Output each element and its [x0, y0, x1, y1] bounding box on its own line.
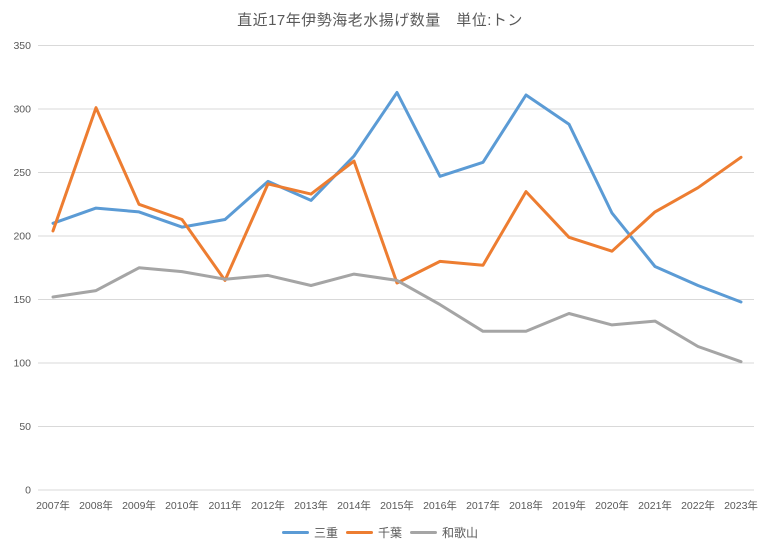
x-tick-label: 2015年 — [380, 499, 414, 512]
x-tick-label: 2021年 — [638, 499, 672, 512]
x-tick-label: 2018年 — [509, 499, 543, 512]
x-tick-label: 2010年 — [165, 499, 199, 512]
y-tick-label: 50 — [19, 421, 31, 433]
y-tick-label: 100 — [13, 358, 31, 370]
legend-label: 三重 — [313, 526, 338, 540]
x-tick-label: 2019年 — [552, 499, 586, 512]
series-line-和歌山 — [51, 266, 743, 364]
y-tick-label: 0 — [25, 485, 31, 497]
legend-item-千葉: 千葉 — [345, 524, 402, 541]
x-tick-label: 2023年 — [724, 499, 758, 512]
x-tick-label: 2017年 — [466, 499, 500, 512]
y-tick-label: 300 — [13, 104, 31, 116]
x-tick-label: 2009年 — [122, 499, 156, 512]
chart-title: 直近17年伊勢海老水揚げ数量 単位:トン — [237, 12, 523, 29]
legend: 三重 千葉 和歌山 — [0, 524, 760, 541]
x-tick-label: 2014年 — [337, 499, 371, 512]
legend-label: 和歌山 — [442, 526, 479, 540]
legend-item-三重: 三重 — [281, 524, 338, 541]
series-line-三重 — [51, 91, 743, 304]
x-tick-label: 2011年 — [208, 499, 241, 512]
x-tick-label: 2012年 — [251, 499, 285, 512]
legend-swatch-icon — [410, 530, 437, 535]
y-tick-label: 200 — [13, 231, 31, 243]
legend-item-和歌山: 和歌山 — [410, 524, 478, 541]
x-tick-label: 2013年 — [294, 499, 328, 512]
x-tick-label: 2022年 — [681, 499, 715, 512]
legend-swatch-icon — [345, 530, 373, 535]
x-tick-label: 2007年 — [36, 499, 70, 512]
x-tick-label: 2008年 — [79, 499, 113, 512]
y-tick-label: 350 — [13, 40, 31, 52]
x-tick-label: 2020年 — [595, 499, 629, 512]
y-tick-label: 150 — [13, 294, 31, 306]
series-line-千葉 — [51, 106, 743, 285]
legend-label: 千葉 — [377, 526, 402, 540]
y-tick-label: 250 — [13, 167, 31, 179]
x-tick-label: 2016年 — [423, 499, 457, 512]
legend-swatch-icon — [281, 530, 309, 535]
